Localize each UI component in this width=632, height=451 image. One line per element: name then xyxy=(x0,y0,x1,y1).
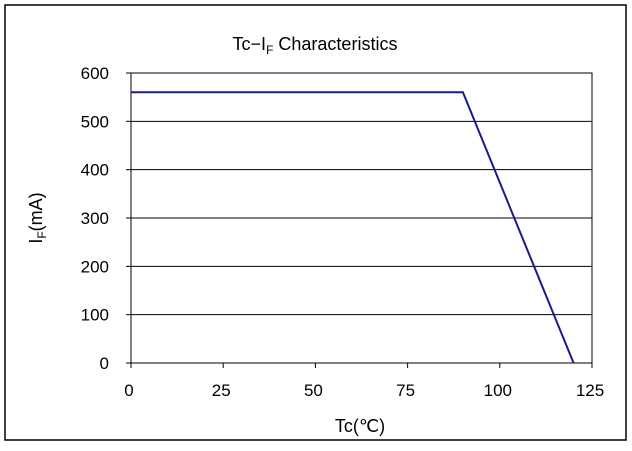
x-tick-label: 25 xyxy=(212,381,231,400)
series-group xyxy=(131,91,575,364)
chart-title-subscript: F xyxy=(266,43,273,57)
y-tick-label: 600 xyxy=(81,64,109,83)
y-tick-label: 500 xyxy=(81,112,109,131)
y-tick-label: 0 xyxy=(100,354,109,373)
y-tick-label: 400 xyxy=(81,161,109,180)
x-tick-label: 100 xyxy=(484,381,512,400)
x-tick-label: 125 xyxy=(576,381,604,400)
y-axis-label-rest: (mA) xyxy=(26,192,46,231)
x-axis-label: Tc(℃) xyxy=(335,416,385,436)
axis-ticks: 0 100 200 300 400 500 600 0 25 50 75 100 125 xyxy=(81,64,605,400)
gridlines xyxy=(131,120,592,316)
chart-title-rest: Characteristics xyxy=(273,34,397,54)
y-axis-label: IF(mA) xyxy=(26,192,49,243)
x-tick-label: 0 xyxy=(124,381,133,400)
y-axis-label-subscript: F xyxy=(35,231,49,238)
y-tick-label: 300 xyxy=(81,209,109,228)
chart-title: Tc−IF Characteristics xyxy=(233,34,398,57)
x-tick-label: 50 xyxy=(304,381,323,400)
series-line xyxy=(131,91,575,364)
y-tick-label: 100 xyxy=(81,306,109,325)
x-tick-label: 75 xyxy=(396,381,415,400)
y-tick-label: 200 xyxy=(81,257,109,276)
